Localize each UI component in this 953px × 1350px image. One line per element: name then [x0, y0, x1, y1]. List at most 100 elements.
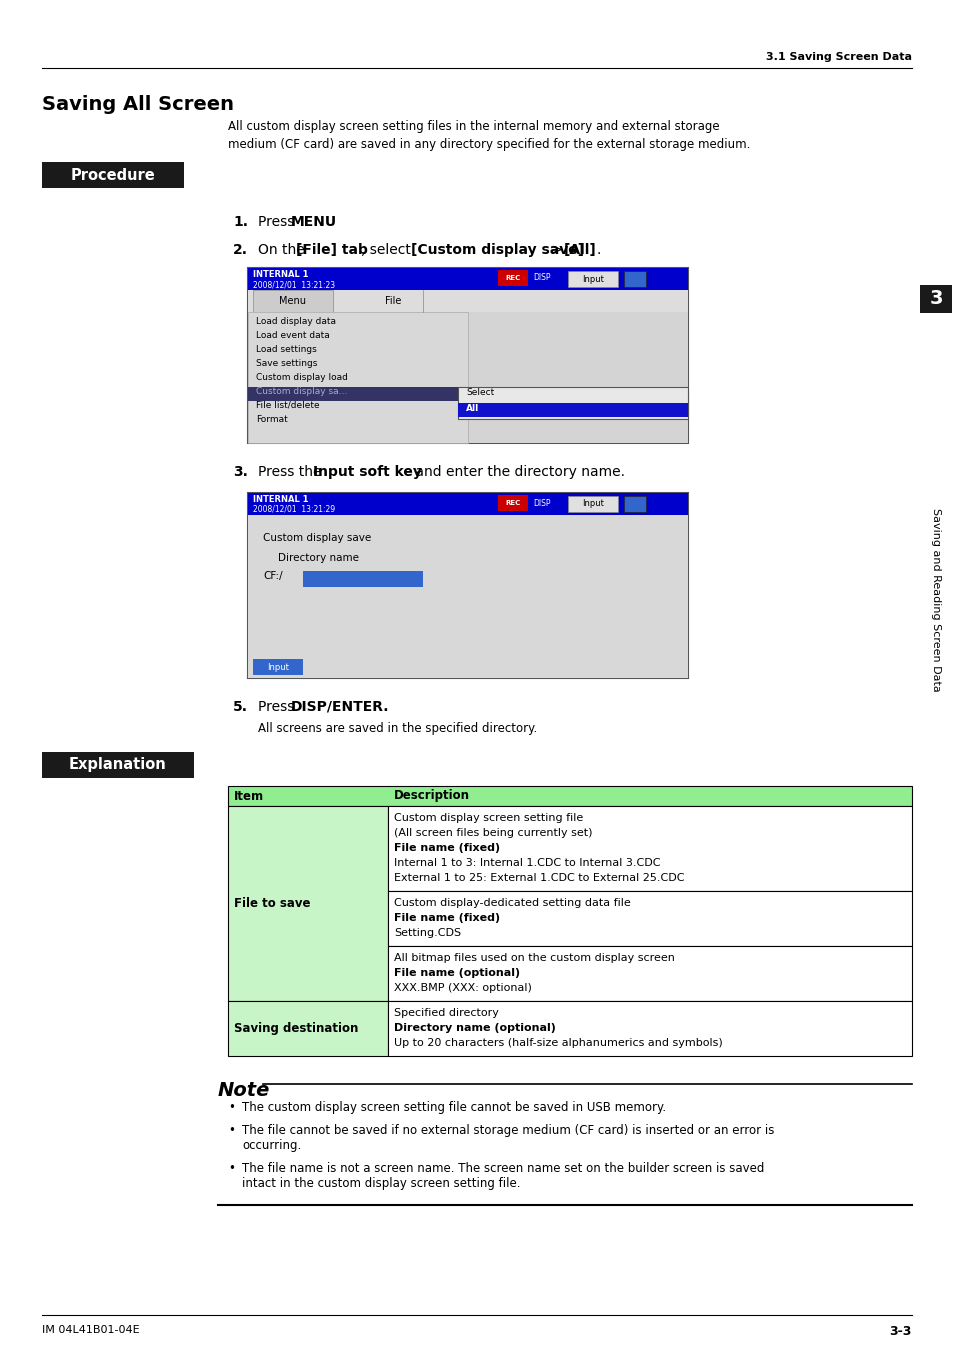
Text: File to save: File to save [233, 896, 310, 910]
Text: [All]: [All] [563, 243, 597, 256]
Text: INTERNAL 1: INTERNAL 1 [253, 495, 308, 504]
Bar [388, 806, 911, 891]
Text: The file name is not a screen name. The screen name set on the builder screen is: The file name is not a screen name. The … [242, 1162, 763, 1174]
Bar [248, 493, 687, 678]
Text: MENU: MENU [291, 215, 336, 230]
Bar [248, 269, 687, 290]
Text: Saving and Reading Screen Data: Saving and Reading Screen Data [930, 508, 940, 691]
Text: •: • [228, 1125, 234, 1137]
Bar [388, 1000, 911, 1056]
Bar [248, 269, 687, 443]
Text: Specified directory: Specified directory [394, 1008, 498, 1018]
Text: , select: , select [361, 243, 416, 256]
Text: DISP: DISP [533, 498, 550, 508]
Text: Custom display-dedicated setting data file: Custom display-dedicated setting data fi… [394, 898, 630, 909]
Text: •: • [228, 1102, 234, 1114]
Text: Press: Press [257, 701, 298, 714]
Text: 3.1 Saving Screen Data: 3.1 Saving Screen Data [765, 53, 911, 62]
Bar [623, 495, 645, 512]
Text: .: . [596, 243, 600, 256]
Text: Internal 1 to 3: Internal 1.CDC to Internal 3.CDC: Internal 1 to 3: Internal 1.CDC to Inter… [394, 859, 659, 868]
Text: 2008/12/01  13:21:23: 2008/12/01 13:21:23 [253, 279, 335, 289]
Bar [303, 571, 422, 587]
Text: 2008/12/01  13:21:29: 2008/12/01 13:21:29 [253, 505, 335, 514]
Text: File name (fixed): File name (fixed) [394, 913, 499, 923]
Bar [457, 387, 687, 418]
Bar [248, 312, 468, 443]
Text: On the: On the [257, 243, 309, 256]
Bar [42, 752, 193, 778]
Text: 3: 3 [928, 289, 942, 309]
Text: occurring.: occurring. [242, 1139, 301, 1152]
Bar [497, 270, 527, 286]
Text: Press the: Press the [257, 464, 326, 479]
Text: >: > [547, 243, 567, 256]
Bar [248, 514, 687, 678]
Bar [253, 290, 333, 312]
Text: Setting.CDS: Setting.CDS [394, 927, 460, 938]
Text: All: All [465, 404, 478, 413]
Text: 3-3: 3-3 [889, 1324, 911, 1338]
Bar [567, 271, 618, 288]
Bar [228, 786, 911, 806]
Text: Input: Input [581, 274, 603, 284]
Text: Load display data: Load display data [255, 317, 335, 325]
Bar [388, 891, 911, 946]
Text: [Custom display save]: [Custom display save] [411, 243, 583, 256]
Bar [248, 312, 687, 443]
Text: 1.: 1. [233, 215, 248, 230]
Text: .: . [318, 215, 323, 230]
Bar [253, 659, 303, 675]
Text: Directory name (optional): Directory name (optional) [394, 1023, 556, 1033]
Text: Custom display load: Custom display load [255, 373, 348, 382]
Text: Input: Input [581, 500, 603, 509]
Text: Directory name: Directory name [277, 554, 358, 563]
Text: Input soft key: Input soft key [313, 464, 421, 479]
Text: REC: REC [505, 275, 520, 281]
Text: 5.: 5. [233, 701, 248, 714]
Text: (All screen files being currently set): (All screen files being currently set) [394, 828, 592, 838]
Bar [623, 271, 645, 288]
Text: File name (optional): File name (optional) [394, 968, 519, 977]
Text: DISP: DISP [533, 274, 550, 282]
Bar [497, 495, 527, 512]
Text: The custom display screen setting file cannot be saved in USB memory.: The custom display screen setting file c… [242, 1102, 665, 1114]
Text: Saving destination: Saving destination [233, 1022, 358, 1035]
Bar [248, 290, 687, 312]
Text: medium (CF card) are saved in any directory specified for the external storage m: medium (CF card) are saved in any direct… [228, 138, 750, 151]
Text: and enter the directory name.: and enter the directory name. [411, 464, 624, 479]
Bar [228, 806, 388, 1000]
Text: Saving All Screen: Saving All Screen [42, 95, 233, 113]
Text: Input: Input [267, 663, 289, 671]
Text: 3.: 3. [233, 464, 248, 479]
Bar [228, 1000, 388, 1056]
Text: DISP/ENTER.: DISP/ENTER. [291, 701, 389, 714]
Bar [567, 495, 618, 512]
Text: Up to 20 characters (half-size alphanumerics and symbols): Up to 20 characters (half-size alphanume… [394, 1038, 722, 1048]
Bar [42, 162, 184, 188]
Text: Load event data: Load event data [255, 331, 330, 340]
Bar [919, 285, 951, 313]
Text: Save settings: Save settings [255, 359, 317, 369]
Text: Custom display sa…: Custom display sa… [255, 387, 347, 396]
Text: Custom display screen setting file: Custom display screen setting file [394, 813, 582, 823]
Text: All custom display screen setting files in the internal memory and external stor: All custom display screen setting files … [228, 120, 719, 134]
Text: Load settings: Load settings [255, 346, 316, 354]
Text: IM 04L41B01-04E: IM 04L41B01-04E [42, 1324, 139, 1335]
Text: Select: Select [465, 387, 494, 397]
Text: File list/delete: File list/delete [255, 401, 319, 410]
Text: The file cannot be saved if no external storage medium (CF card) is inserted or : The file cannot be saved if no external … [242, 1125, 774, 1137]
Text: File name (fixed): File name (fixed) [394, 842, 499, 853]
Text: All bitmap files used on the custom display screen: All bitmap files used on the custom disp… [394, 953, 674, 963]
Text: Item: Item [233, 790, 264, 802]
Text: INTERNAL 1: INTERNAL 1 [253, 270, 308, 279]
Text: Note: Note [218, 1081, 270, 1100]
Bar [388, 946, 911, 1000]
Text: Description: Description [394, 790, 470, 802]
Text: XXX.BMP (XXX: optional): XXX.BMP (XXX: optional) [394, 983, 532, 994]
Text: File: File [384, 296, 401, 306]
Bar [248, 493, 687, 514]
Text: Explanation: Explanation [69, 757, 167, 772]
Text: Procedure: Procedure [71, 167, 155, 182]
Bar [457, 404, 687, 417]
